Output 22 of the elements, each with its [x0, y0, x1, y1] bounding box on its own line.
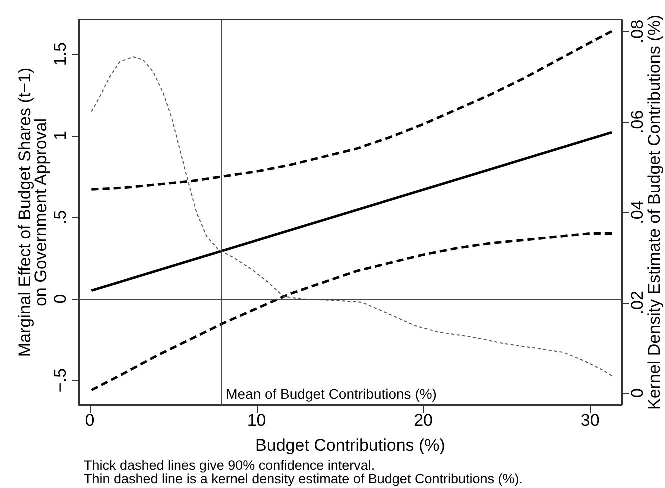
ref-line-label: Mean of Budget Contributions (%) — [226, 386, 437, 402]
x-axis-title: Budget Contributions (%) — [256, 436, 446, 455]
y2-tick-label: .02 — [628, 291, 647, 315]
x-tick-label: 30 — [580, 411, 600, 430]
y2-axis-title: Kernel Density Estimate of Budget Contributions (%) — [645, 15, 664, 410]
x-tick-label: 10 — [247, 411, 266, 430]
y2-tick-label: .06 — [628, 110, 647, 134]
line-series — [90, 30, 614, 191]
y-tick-label: 1 — [51, 131, 70, 141]
text: Thick dashed lines give 90% confidence interval. — [84, 458, 376, 473]
y-tick-label: 0 — [51, 294, 70, 304]
y-tick-label: −.5 — [51, 368, 70, 393]
y2-tick-label: .04 — [628, 200, 647, 224]
y2-tick-label: .08 — [628, 20, 647, 44]
line-series — [91, 56, 612, 377]
y2-tick-label: 0 — [628, 388, 647, 398]
y-tick-label: 1.5 — [51, 42, 70, 66]
x-tick-label: 0 — [85, 411, 95, 430]
y-axis-title: Marginal Effect of Budget Shares (t−1) on Government Approval — [16, 68, 50, 358]
x-tick-label: 20 — [414, 411, 434, 430]
y-tick-label: .5 — [51, 210, 70, 224]
text: Thin dashed line is a kernel density estimate of Budget Contributions (%). — [84, 472, 523, 486]
